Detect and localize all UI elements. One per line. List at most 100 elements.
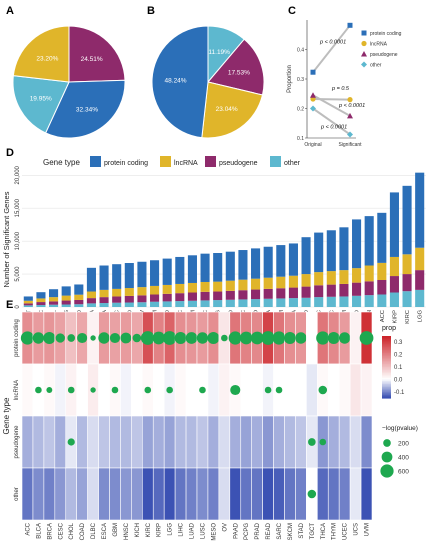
color-legend-step bbox=[382, 356, 391, 359]
color-legend-step bbox=[382, 349, 391, 353]
legend-label-protein_coding: protein coding bbox=[370, 31, 402, 37]
heat-cell bbox=[349, 467, 362, 521]
bar-other bbox=[225, 299, 235, 307]
bar-lncrna bbox=[200, 281, 210, 292]
heat-cell bbox=[207, 467, 220, 521]
bar-lncrna bbox=[339, 270, 349, 284]
bar-lncrna bbox=[251, 278, 261, 290]
heat-cell bbox=[360, 415, 373, 469]
pie-slice-lncrna bbox=[12, 25, 70, 83]
pie-label-pseudogene: 17.53% bbox=[228, 69, 250, 76]
pvalue-dot bbox=[196, 332, 209, 344]
pie-slice-protein_coding bbox=[151, 25, 209, 139]
bar-protein_coding bbox=[415, 172, 425, 248]
bar-protein_coding bbox=[251, 248, 261, 279]
bar-lncrna bbox=[238, 279, 248, 291]
bar-other bbox=[238, 299, 248, 307]
pvalue-dot bbox=[307, 489, 317, 499]
heat-cell bbox=[76, 363, 88, 417]
color-legend-step bbox=[382, 337, 391, 340]
heat-cell bbox=[338, 415, 351, 469]
size-legend-label: 600 bbox=[398, 469, 409, 476]
bar-other bbox=[389, 292, 399, 307]
bar-other bbox=[187, 300, 197, 307]
y-tick-label: 20,000 bbox=[15, 165, 21, 184]
pvalue-dot bbox=[140, 331, 155, 345]
color-legend-step bbox=[382, 363, 391, 367]
bar-other bbox=[352, 295, 362, 307]
bar-lncrna bbox=[288, 275, 298, 288]
heat-cell bbox=[109, 415, 121, 469]
series-line-protein_coding bbox=[312, 24, 351, 73]
color-legend-step bbox=[382, 345, 391, 348]
heat-cell bbox=[273, 467, 285, 521]
bar-protein_coding bbox=[326, 230, 336, 272]
heat-cell bbox=[21, 363, 34, 417]
bar-other bbox=[23, 305, 33, 307]
bar-other bbox=[36, 305, 46, 307]
bar-other bbox=[61, 304, 71, 307]
color-legend-step bbox=[382, 367, 391, 370]
heat-cell bbox=[338, 363, 351, 417]
bar-protein_coding bbox=[162, 258, 172, 285]
bar-pseudogene bbox=[301, 286, 311, 298]
heat-cell bbox=[327, 363, 340, 417]
bar-protein_coding bbox=[23, 296, 33, 301]
color-legend-step bbox=[382, 396, 391, 399]
bar-lncrna bbox=[225, 280, 235, 291]
heat-cell bbox=[218, 363, 231, 417]
point-pseudogene bbox=[310, 92, 316, 98]
pie-slice-pseudogene bbox=[207, 38, 265, 96]
pvalue-dot bbox=[221, 334, 228, 342]
y-tick-label: 10,000 bbox=[15, 231, 21, 250]
bar-lncrna bbox=[352, 268, 362, 283]
panel-label-e: E bbox=[6, 299, 13, 311]
heat-cell bbox=[32, 467, 45, 521]
pvalue-dot bbox=[264, 386, 272, 394]
color-legend-step bbox=[382, 354, 391, 357]
line-chart-c: 0.1 0.2 0.3 0.4 Original Significant Proportio… bbox=[287, 20, 402, 148]
bar-protein_coding bbox=[288, 243, 298, 276]
bar-lncrna bbox=[301, 274, 311, 287]
bar-lncrna bbox=[74, 294, 84, 300]
bar-pseudogene bbox=[402, 274, 412, 292]
bar-other bbox=[339, 296, 349, 307]
bar-lncrna bbox=[263, 277, 273, 289]
size-legend-dot bbox=[383, 439, 391, 447]
point-lncrna bbox=[347, 97, 353, 103]
color-legend-step bbox=[382, 348, 391, 351]
bar-pseudogene bbox=[213, 291, 223, 301]
bar-protein_coding bbox=[352, 219, 362, 269]
row-label: pseudogene bbox=[14, 425, 20, 459]
bar-pseudogene bbox=[187, 292, 197, 301]
pie-label-lncrna: 23.04% bbox=[216, 106, 238, 113]
point-protein_coding bbox=[347, 22, 353, 28]
size-legend-label: 200 bbox=[398, 441, 409, 448]
heat-cell bbox=[273, 415, 285, 469]
pie-label-pseudogene: 24.51% bbox=[81, 56, 103, 63]
color-legend-step bbox=[382, 343, 391, 346]
color-legend-step bbox=[382, 340, 391, 343]
pvalue-dot bbox=[120, 332, 132, 344]
heat-cell bbox=[240, 363, 252, 417]
panel-label-b: B bbox=[147, 5, 155, 17]
column-label: KIRP bbox=[157, 523, 163, 537]
pie-label-other: 11.19% bbox=[208, 49, 230, 56]
legend-swatch-protein_coding bbox=[90, 156, 101, 167]
legend-label-lncrna: lncRNA bbox=[370, 42, 388, 48]
heat-cell bbox=[174, 415, 187, 469]
bar-protein_coding bbox=[389, 192, 399, 257]
pvalue-label-lncrna: p = 0.5 bbox=[331, 86, 350, 92]
bar-lncrna bbox=[36, 298, 46, 303]
color-legend-title: prop bbox=[382, 325, 396, 332]
y-tick-label: 0.2 bbox=[297, 107, 304, 113]
bar-pseudogene bbox=[339, 283, 349, 297]
bar-other bbox=[364, 295, 374, 307]
bar-pseudogene bbox=[326, 284, 336, 297]
column-label: HNSC bbox=[124, 522, 130, 540]
pvalue-dot bbox=[261, 331, 275, 345]
bar-pseudogene bbox=[200, 291, 210, 301]
column-label: UCS bbox=[354, 523, 360, 536]
pvalue-dot bbox=[318, 385, 328, 395]
column-label: UVM bbox=[365, 523, 371, 536]
